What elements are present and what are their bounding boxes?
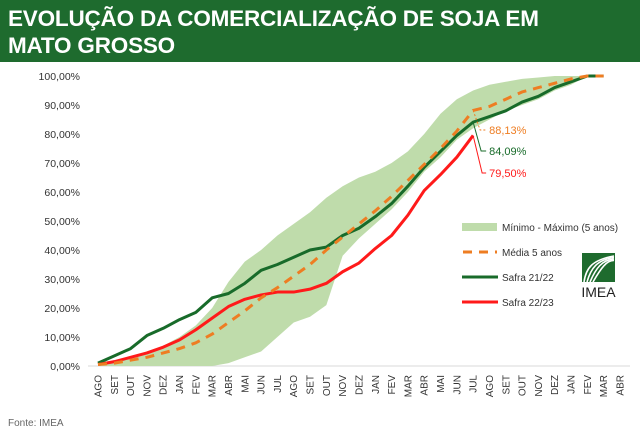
x-tick-label: MAI (240, 375, 251, 393)
x-tick-label: MAR (208, 375, 219, 397)
x-tick-label: SET (501, 375, 512, 394)
x-tick-label: FEV (387, 375, 398, 395)
x-tick-label: AGO (485, 375, 496, 397)
y-tick-label: 100,00% (39, 71, 80, 83)
x-tick-label: NOV (534, 375, 545, 397)
x-tick-label: SET (110, 375, 121, 394)
x-tick-label: JUN (257, 375, 268, 394)
x-tick-label: AGO (94, 375, 105, 397)
y-tick-label: 50,00% (44, 216, 80, 228)
safra-22-23-line (97, 134, 475, 367)
x-tick-label: OUT (126, 375, 137, 396)
legend-label-safra-21-22: Safra 21/22 (502, 273, 554, 284)
y-tick-label: 10,00% (44, 332, 80, 344)
media-data-label-leader (472, 110, 487, 131)
imea-logo-curve (592, 259, 615, 283)
x-tick-label: JUL (273, 375, 284, 393)
source-note: Fonte: IMEA (8, 418, 64, 429)
legend-label-safra-22-23: Safra 22/23 (502, 298, 554, 309)
imea-logo (582, 253, 615, 283)
x-tick-label: JAN (371, 375, 382, 394)
media-data-label: 88,13% (489, 125, 527, 137)
safra-22-23-data-label-leader (472, 135, 487, 174)
x-tick-label: JAN (175, 375, 186, 394)
x-tick-label: OUT (322, 375, 333, 396)
x-tick-label: DEZ (354, 375, 365, 395)
x-tick-label: MAR (599, 375, 610, 397)
x-tick-label: JUL (469, 375, 480, 393)
legend-swatch-band (462, 223, 497, 231)
y-tick-label: 80,00% (44, 129, 80, 141)
x-tick-label: SET (306, 375, 317, 394)
x-tick-label: JAN (566, 375, 577, 394)
x-tick-label: MAI (436, 375, 447, 393)
safra-21-22-data-label-leader (472, 122, 487, 152)
x-tick-label: AGO (289, 375, 300, 397)
imea-logo-text: IMEA (581, 284, 616, 300)
x-tick-label: ABR (224, 375, 235, 396)
x-tick-label: FEV (583, 375, 594, 395)
imea-logo-curve (586, 256, 615, 283)
page-title: EVOLUÇÃO DA COMERCIALIZAÇÃO DE SOJA EM M… (8, 6, 539, 58)
x-tick-label: NOV (142, 375, 153, 397)
x-tick-label: DEZ (550, 375, 561, 395)
x-tick-label: FEV (191, 375, 202, 395)
x-tick-label: DEZ (159, 375, 170, 395)
safra-22-23-data-label: 79,50% (489, 168, 527, 180)
y-tick-label: 40,00% (44, 245, 80, 257)
y-tick-label: 60,00% (44, 187, 80, 199)
x-tick-label: ABR (615, 375, 626, 396)
legend-label-band: Mínimo - Máximo (5 anos) (502, 223, 618, 234)
y-tick-label: 90,00% (44, 100, 80, 112)
x-tick-label: OUT (518, 375, 529, 396)
media-5-anos-line (97, 74, 604, 367)
x-tick-label: NOV (338, 375, 349, 397)
x-tick-label: JUN (452, 375, 463, 394)
imea-logo-curve (589, 258, 615, 283)
header-bar: EVOLUÇÃO DA COMERCIALIZAÇÃO DE SOJA EM M… (0, 0, 640, 62)
y-tick-label: 30,00% (44, 274, 80, 286)
safra-21-22-data-label: 84,09% (489, 146, 527, 158)
x-tick-label: MAR (403, 375, 414, 397)
x-tick-label: ABR (420, 375, 431, 396)
y-tick-label: 0,00% (50, 361, 80, 373)
imea-logo-curve (583, 255, 615, 283)
legend-label-media: Média 5 anos (502, 248, 562, 259)
y-tick-label: 20,00% (44, 303, 80, 315)
y-tick-label: 70,00% (44, 158, 80, 170)
